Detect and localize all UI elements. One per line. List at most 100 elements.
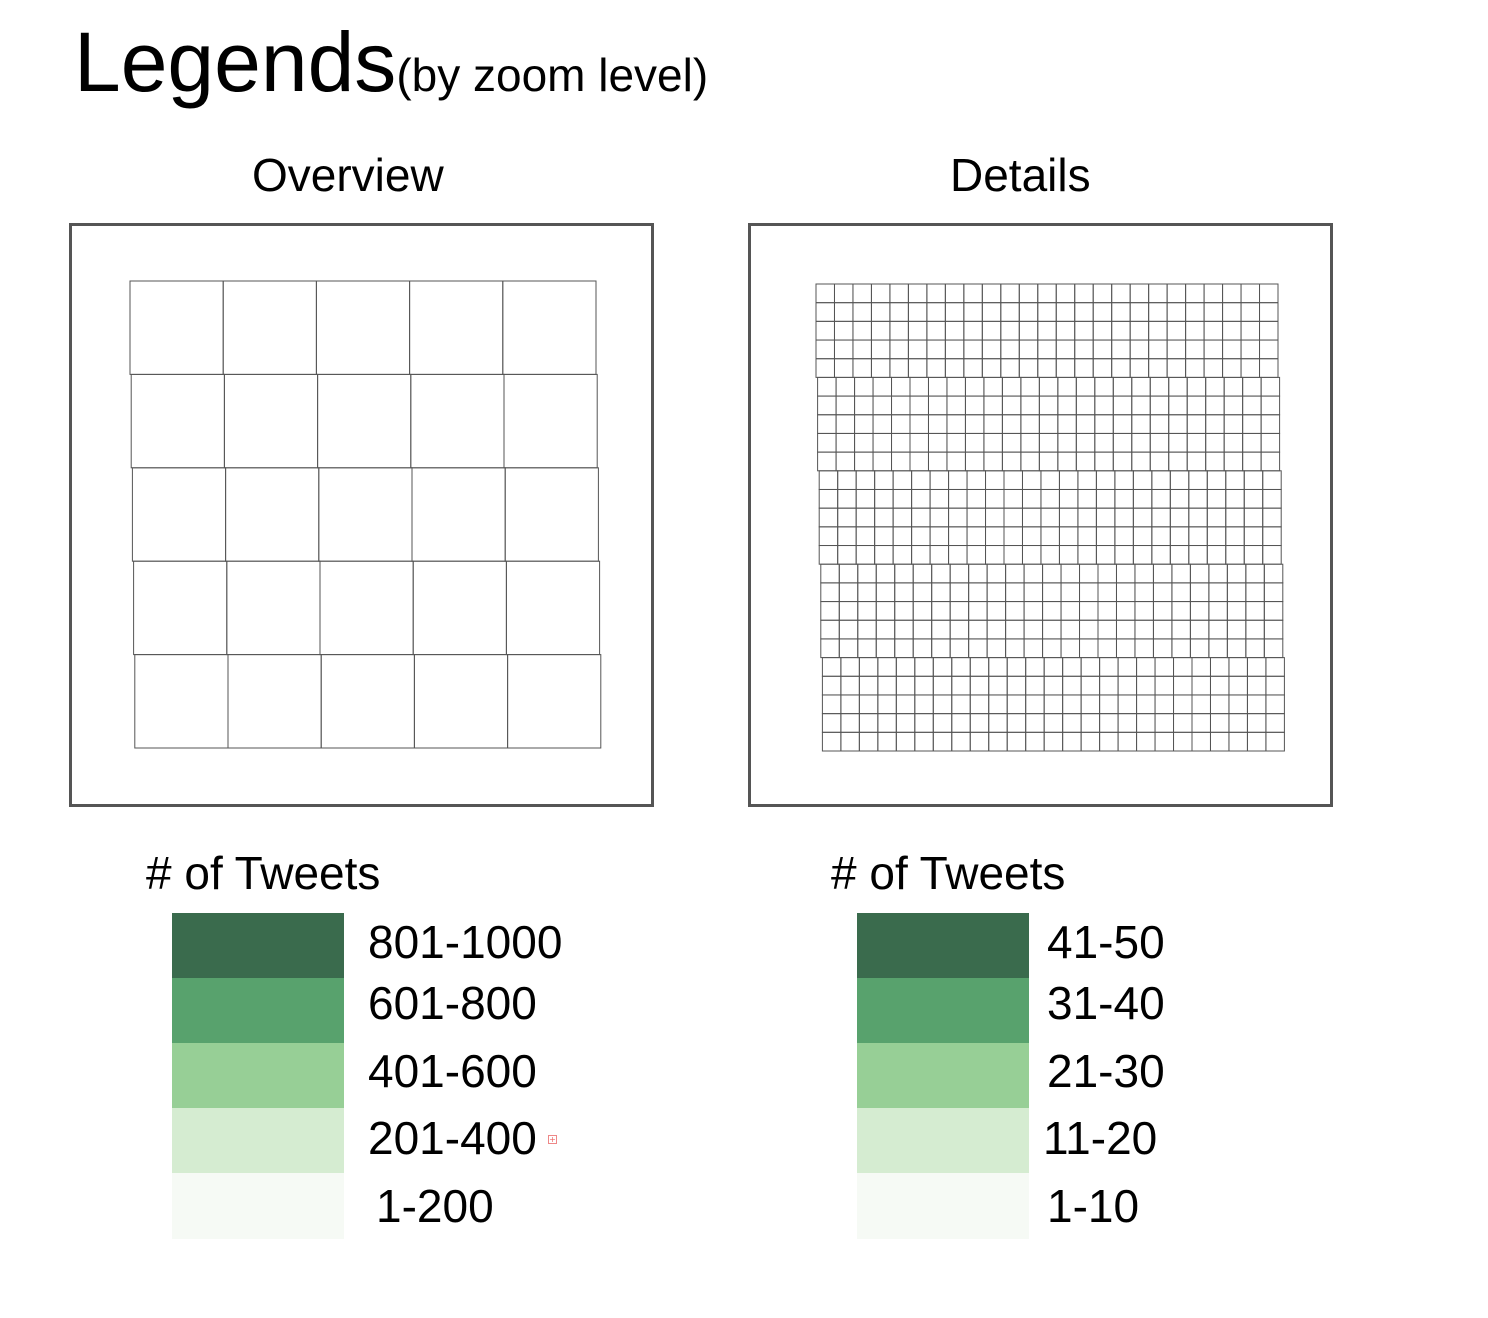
grid-cell [870,283,891,304]
grid-cell [1136,713,1156,733]
overview-panel [69,223,654,807]
grid-cell [1226,601,1247,621]
grid-cell [948,488,968,509]
grid-cell [1037,358,1057,378]
grid-cell [318,467,413,562]
grid-cell [1262,507,1282,528]
grid-cell [1115,638,1136,659]
grid-cell [1111,339,1131,360]
grid-cell [1171,601,1191,621]
grid-cell [1129,302,1150,322]
grid-cell [821,713,842,733]
grid-cell [1132,470,1153,490]
grid-cell [1037,320,1057,341]
grid-cell [872,451,893,472]
grid-cell [818,545,839,565]
grid-cell [909,414,929,434]
grid-cell [983,376,1003,397]
grid-cell [1242,376,1262,397]
grid-cell [1154,675,1175,696]
legend-swatch [857,1108,1029,1174]
grid-cell [838,619,859,640]
grid-cell [931,601,951,621]
grid-cell [931,563,951,584]
grid-cell [504,467,599,562]
grid-cell [874,470,894,490]
grid-cell [1005,582,1025,603]
grid-cell [505,560,601,656]
grid-cell [1206,507,1227,528]
grid-cell [1151,470,1171,490]
grid-cell [1074,358,1094,378]
grid-cell [1112,451,1133,472]
grid-cell [1245,601,1265,621]
grid-cell [837,545,857,565]
grid-cell [1042,601,1062,621]
grid-cell [1055,283,1076,304]
grid-cell [1043,657,1064,677]
grid-cell [1171,638,1191,659]
grid-cell [895,694,916,715]
grid-cell [821,675,842,696]
grid-cell [320,654,415,749]
legend-swatch [172,1108,344,1174]
grid-cell [1209,675,1230,696]
grid-cell [985,526,1005,547]
grid-cell [1077,470,1097,490]
grid-cell [986,619,1007,640]
grid-cell [966,488,987,509]
grid-cell [840,657,860,677]
grid-cell [1191,694,1211,715]
grid-cell [1079,638,1099,659]
grid-cell [1042,582,1062,603]
grid-cell [1094,451,1114,472]
details-label: Details [950,149,1091,201]
grid-cell [1242,432,1262,453]
grid-cell [1117,675,1138,696]
grid-cell [968,582,988,603]
grid-cell [1208,619,1228,640]
grid-cell [1263,582,1284,603]
grid-cell [966,507,987,528]
grid-cell [1188,526,1208,547]
grid-cell [1025,694,1045,715]
grid-cell [1018,320,1039,341]
grid-cell [1209,657,1230,677]
grid-cell [412,560,507,656]
grid-cell [1075,376,1096,397]
grid-cell [1018,358,1039,378]
grid-cell [1166,302,1187,322]
grid-cell [1246,694,1267,715]
grid-cell [1001,451,1022,472]
grid-cell [1223,395,1244,416]
grid-cell [927,395,948,416]
overview-legend: # of Tweets 801-1000 601-800 401-600 201… [146,850,562,1239]
grid-cell [963,302,983,322]
grid-cell [969,657,990,677]
grid-cell [931,638,951,659]
grid-cell [1262,545,1282,565]
grid-cell [927,451,948,472]
grid-cell [507,654,602,749]
grid-cell [1005,638,1025,659]
grid-cell [1099,731,1119,752]
grid-cell [877,675,897,696]
grid-cell [1060,619,1081,640]
grid-cell [946,414,966,434]
grid-cell [1151,507,1171,528]
grid-cell [1245,638,1265,659]
grid-cell [1111,283,1131,304]
grid-cell [946,376,966,397]
grid-cell [907,339,928,360]
grid-cell [944,320,965,341]
grid-cell [1023,638,1044,659]
grid-cell [1132,545,1153,565]
grid-cell [1185,339,1205,360]
details-grid [815,283,1285,752]
grid-cell [1075,432,1096,453]
grid-cell [1246,657,1267,677]
grid-cell [835,451,856,472]
grid-cell [914,713,934,733]
grid-cell [1240,283,1261,304]
grid-cell [951,694,971,715]
